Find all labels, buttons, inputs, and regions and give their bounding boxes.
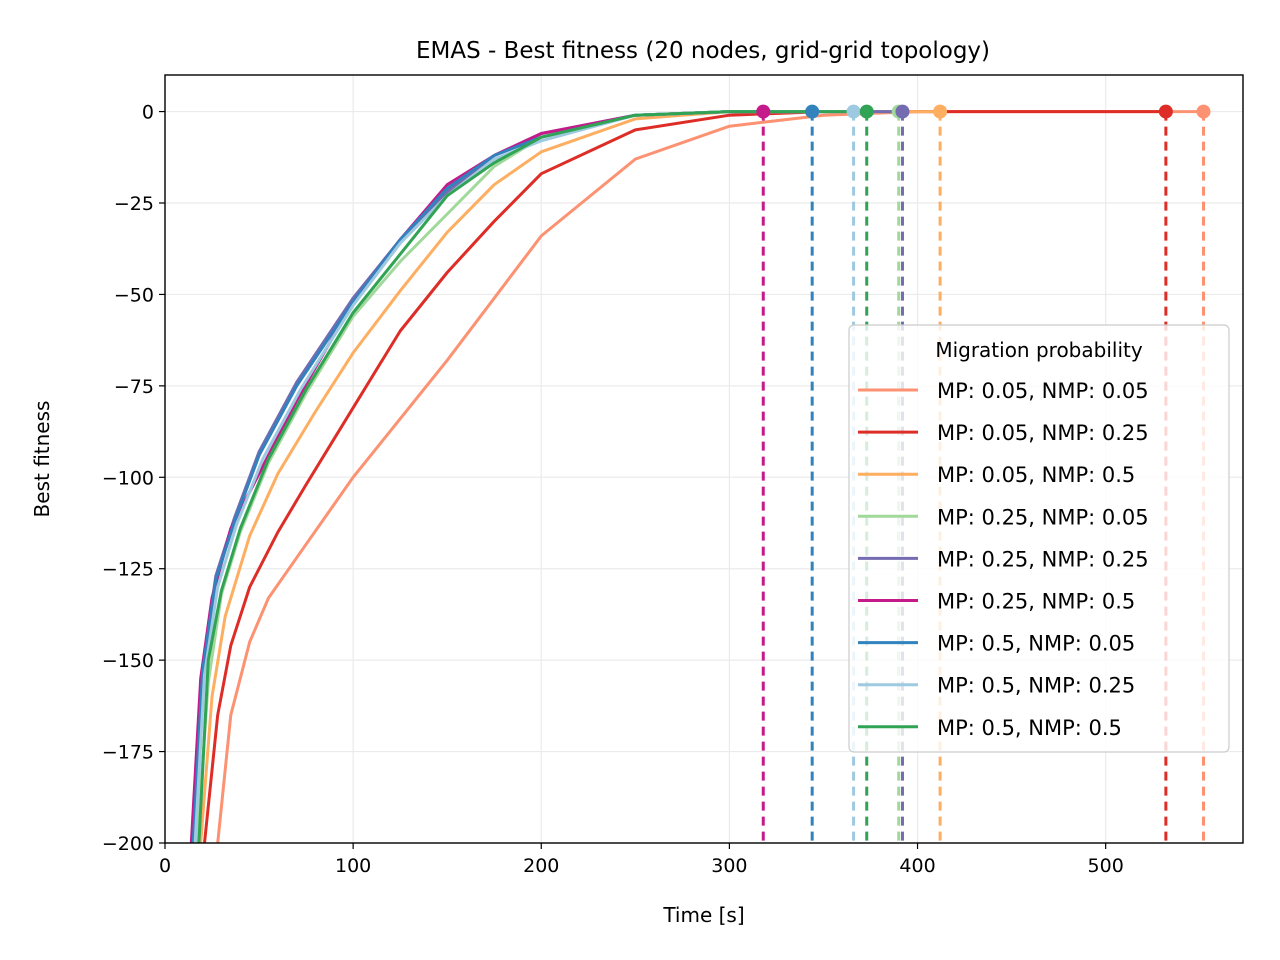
- x-tick-label: 200: [523, 855, 559, 877]
- end-time-marker: [1158, 104, 1173, 119]
- legend-label: MP: 0.25, NMP: 0.25: [937, 547, 1149, 571]
- legend-label: MP: 0.05, NMP: 0.25: [937, 421, 1149, 445]
- y-tick-label: −50: [114, 284, 154, 306]
- end-time-marker: [1196, 104, 1211, 119]
- legend-label: MP: 0.5, NMP: 0.05: [937, 632, 1135, 656]
- y-tick-label: −125: [102, 559, 154, 581]
- x-tick-label: 400: [899, 855, 935, 877]
- end-time-markers: [756, 104, 1211, 119]
- legend-label: MP: 0.25, NMP: 0.5: [937, 590, 1135, 614]
- y-tick-label: −200: [102, 833, 154, 855]
- x-axis-label: Time [s]: [662, 903, 744, 927]
- y-tick-label: −25: [114, 193, 154, 215]
- legend-label: MP: 0.25, NMP: 0.05: [937, 505, 1149, 529]
- y-tick-label: −100: [102, 467, 154, 489]
- end-time-marker: [805, 104, 820, 119]
- end-time-marker: [895, 104, 910, 119]
- end-time-marker: [756, 104, 771, 119]
- y-axis-label: Best fitness: [30, 401, 54, 518]
- legend-label: MP: 0.05, NMP: 0.05: [937, 379, 1149, 403]
- y-tick-label: 0: [142, 102, 154, 124]
- ticks: 0 100 200 300 400 500 0 −25 −50 −75 −100 −125 −150 −1…: [102, 102, 1124, 877]
- plot-frame: [164, 74, 1244, 844]
- y-tick-label: −150: [102, 650, 154, 672]
- x-tick-label: 500: [1088, 855, 1124, 877]
- end-time-marker: [859, 104, 874, 119]
- legend-label: MP: 0.05, NMP: 0.5: [937, 463, 1135, 487]
- legend-title: Migration probability: [935, 338, 1143, 362]
- end-time-marker: [933, 104, 948, 119]
- x-tick-label: 100: [335, 855, 371, 877]
- y-tick-label: −175: [102, 742, 154, 764]
- end-time-marker: [846, 104, 861, 119]
- series-line: [197, 110, 867, 844]
- legend-label: MP: 0.5, NMP: 0.5: [937, 716, 1122, 740]
- series-group: [189, 110, 1204, 844]
- x-tick-label: 300: [711, 855, 747, 877]
- y-tick-label: −75: [114, 376, 154, 398]
- legend: Migration probability MP: 0.05, NMP: 0.0…: [848, 324, 1230, 753]
- legend-box: [848, 324, 1230, 753]
- chart-title: EMAS - Best fitness (20 nodes, grid-grid…: [416, 38, 990, 64]
- x-tick-label: 0: [159, 855, 171, 877]
- legend-label: MP: 0.5, NMP: 0.25: [937, 674, 1135, 698]
- legend-items: MP: 0.05, NMP: 0.05 MP: 0.05, NMP: 0.25 MP…: [858, 379, 1149, 740]
